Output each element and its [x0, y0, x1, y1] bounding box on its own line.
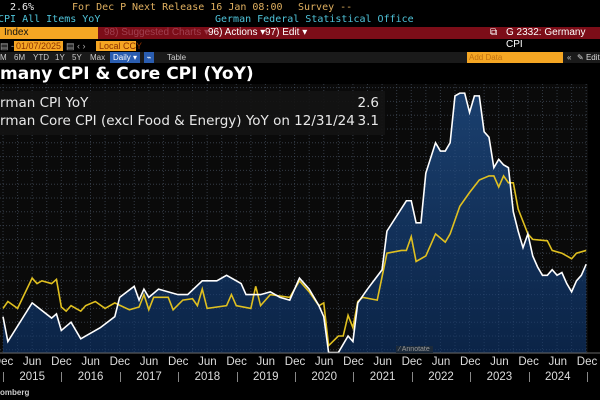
x-tick-month: Jun [314, 356, 334, 368]
ticker-description: CPI All Items YoY [0, 14, 101, 25]
x-tick-year: 2022 [428, 371, 454, 383]
menu-bar: Index 98) Suggested Charts ▾ 96) Actions… [0, 27, 600, 50]
range-toolbar: M 6M YTD 1Y 5Y Max Daily ▾ ⌁ Table Add D… [0, 52, 600, 63]
x-tick-year: 2024 [545, 371, 571, 383]
x-tick-month: Jun [22, 356, 42, 368]
x-tick-month: Dec [343, 356, 364, 368]
x-tick-month: Dec [109, 356, 131, 368]
x-tick-month: Jun [490, 356, 509, 368]
range-5y[interactable]: 5Y [72, 53, 82, 62]
range-6m[interactable]: 6M [14, 53, 26, 62]
annotate-button[interactable]: ⁄ Annotate [396, 346, 433, 353]
x-tick-month: Dec [518, 356, 539, 368]
x-tick-month: Dec [51, 356, 72, 368]
source: German Federal Statistical Office [215, 14, 414, 25]
x-tick-year: 2015 [19, 371, 45, 383]
x-tick-month: Dec [401, 356, 423, 368]
x-tick-month: Jun [198, 356, 217, 368]
x-year-separator [411, 372, 413, 382]
x-year-separator [178, 372, 180, 382]
edit-button[interactable]: ✎ Edit [577, 53, 600, 62]
date-nav[interactable]: ▤ ‹ › [66, 41, 86, 51]
x-tick-year: 2019 [253, 371, 279, 383]
actions-menu[interactable]: 96) Actions ▾ [208, 27, 266, 38]
x-tick-month: Dec [576, 356, 598, 368]
edit-menu[interactable]: 97) Edit ▾ [265, 27, 308, 38]
x-tick-year: 2017 [136, 371, 162, 383]
range-max[interactable]: Max [90, 53, 106, 62]
legend: rman CPI YoY 2.6 rman Core CPI (excl Foo… [0, 91, 385, 135]
x-year-separator [470, 372, 472, 382]
x-tick-month: Jun [548, 356, 568, 368]
chart-id: G 2332: Germany CPI [506, 27, 586, 50]
grid-overlay [0, 84, 588, 353]
x-tick-month: Dec [0, 356, 14, 368]
x-tick-month: Dec [459, 356, 481, 368]
legend-cpi: rman CPI YoY [0, 95, 89, 111]
export-icon[interactable]: ⧉ [490, 27, 498, 38]
suggested-charts-menu[interactable]: 98) Suggested Charts ▾ [104, 27, 210, 38]
x-tick-year: 2021 [369, 371, 396, 383]
chart-title: many CPI & Core CPI (YoY) [0, 64, 254, 84]
x-year-separator [3, 372, 4, 382]
x-tick-year: 2020 [311, 371, 337, 383]
next-release: Next Release 16 Jan 08:00 [132, 2, 283, 13]
x-tick-month: Jun [256, 356, 276, 368]
x-year-separator [119, 372, 121, 382]
x-tick-year: 2018 [194, 371, 221, 383]
range-ytd[interactable]: YTD [33, 53, 49, 62]
x-tick-year: 2016 [77, 371, 104, 383]
cpi-area [3, 93, 587, 354]
collapse-icon[interactable]: « [567, 53, 572, 62]
index-field[interactable]: Index [0, 27, 98, 39]
end-date-field[interactable]: 01/07/2025 [14, 41, 64, 51]
x-tick-month: Dec [167, 356, 189, 368]
range-1m[interactable]: M [0, 53, 7, 62]
edit-label: Edit [585, 53, 600, 62]
x-year-separator [587, 372, 588, 382]
cpi-line [2, 92, 587, 354]
last-value: 2.6% [10, 2, 35, 13]
period: For Dec P [72, 2, 127, 13]
frequency-select[interactable]: Daily ▾ [110, 52, 141, 63]
x-tick-month: Jun [373, 356, 392, 368]
x-year-separator [353, 372, 355, 382]
annotate-label: Annotate [401, 346, 430, 353]
survey: Survey -- [298, 2, 353, 13]
x-tick-month: Jun [81, 356, 100, 368]
x-tick-month: Dec [226, 356, 247, 368]
x-tick-year: 2023 [486, 371, 513, 383]
add-data-input[interactable]: Add Data [467, 52, 563, 63]
chart-type-icon[interactable]: ⌁ [144, 52, 154, 63]
x-tick-month: Dec [284, 356, 306, 368]
legend-core: rman Core CPI (excl Food & Energy) YoY o… [0, 113, 355, 129]
table-button[interactable]: Table [167, 53, 187, 62]
x-tick-month: Jun [139, 356, 159, 368]
currency-select[interactable]: Local CCY [96, 41, 142, 51]
x-year-separator [61, 372, 63, 382]
legend-cpi-value: 2.6 [357, 95, 379, 111]
x-year-separator [236, 372, 238, 382]
x-tick-month: Jun [431, 356, 451, 368]
range-1y[interactable]: 1Y [55, 53, 65, 62]
bloomberg-footer: omberg [0, 388, 30, 397]
legend-core-value: 3.1 [357, 113, 379, 129]
calendar-icon[interactable]: ▤ - [0, 41, 15, 51]
x-year-separator [528, 372, 530, 382]
x-year-separator [295, 372, 296, 382]
